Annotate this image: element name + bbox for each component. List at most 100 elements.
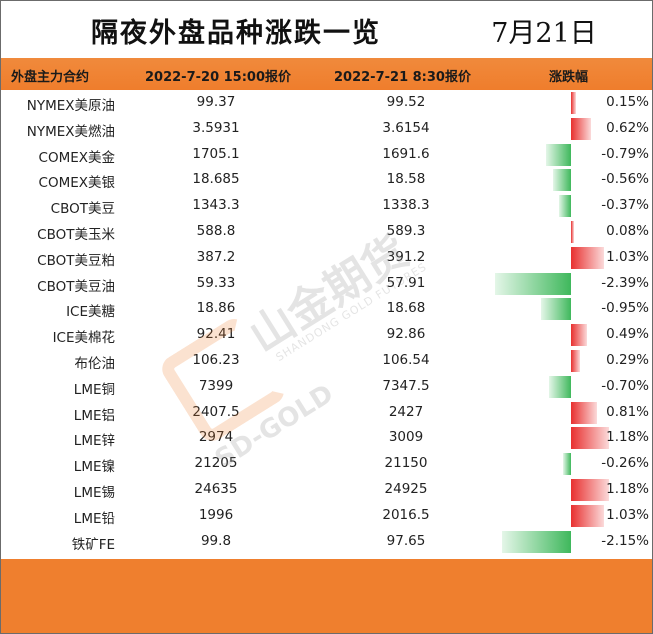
- contract-name: LME镍: [73, 459, 115, 476]
- current-price: 3.6154: [382, 119, 430, 136]
- change-bar-up: [571, 220, 574, 243]
- table-row: 铁矿FE 99.8 97.65 -2.15%: [1, 529, 652, 555]
- prev-price: 2974: [198, 429, 234, 446]
- table-row: LME铝 2407.5 2427 0.81%: [1, 400, 652, 426]
- change-bar-up: [571, 427, 609, 450]
- change-bar-down: [502, 530, 571, 553]
- table-row: NYMEX美燃油 3.5931 3.6154 0.62%: [1, 116, 652, 142]
- change-bar-down: [553, 169, 571, 192]
- table-row: NYMEX美原油 99.37 99.52 0.15%: [1, 90, 652, 116]
- change-bar-down: [494, 272, 571, 295]
- table-row: 布伦油 106.23 106.54 0.29%: [1, 348, 652, 374]
- contract-name: LME铜: [73, 381, 115, 398]
- table-row: ICE美棉花 92.41 92.86 0.49%: [1, 322, 652, 348]
- contract-name: LME铝: [73, 407, 115, 424]
- table-row: LME锌 2974 3009 1.18%: [1, 425, 652, 451]
- change-percent: 0.81%: [606, 403, 649, 420]
- current-price: 3009: [388, 429, 424, 446]
- current-price: 92.86: [386, 326, 426, 343]
- table-row: COMEX美银 18.685 18.58 -0.56%: [1, 167, 652, 193]
- header-change: 涨跌幅: [549, 70, 589, 85]
- header-prev-price: 2022-7-20 15:00报价: [145, 70, 292, 85]
- contract-name: NYMEX美原油: [26, 98, 115, 114]
- contract-name: COMEX美银: [38, 175, 115, 192]
- table-row: CBOT美玉米 588.8 589.3 0.08%: [1, 219, 652, 245]
- current-price: 1338.3: [382, 197, 430, 214]
- contract-name: ICE美棉花: [52, 330, 115, 347]
- change-bar-up: [571, 117, 591, 140]
- table-row: ICE美糖 18.86 18.68 -0.95%: [1, 296, 652, 322]
- contract-name: 布伦油: [74, 355, 116, 372]
- current-price: 7347.5: [382, 377, 430, 394]
- contract-name: CBOT美豆: [50, 201, 115, 218]
- header-contract: 外盘主力合约: [11, 70, 90, 85]
- change-bar-up: [571, 246, 604, 269]
- prev-price: 1996: [198, 506, 234, 523]
- change-bar-up: [571, 504, 604, 527]
- change-bar-down: [559, 195, 571, 218]
- change-bar-up: [571, 92, 576, 114]
- prev-price: 1343.3: [192, 197, 240, 214]
- change-percent: 1.18%: [606, 429, 649, 446]
- contract-name: LME锌: [73, 433, 115, 450]
- current-price: 391.2: [386, 248, 426, 265]
- change-percent: -0.37%: [601, 197, 649, 214]
- contract-name: LME锡: [73, 484, 115, 501]
- contract-name: 铁矿FE: [71, 536, 115, 553]
- change-percent: 0.15%: [606, 94, 649, 110]
- contract-name: COMEX美金: [38, 149, 115, 166]
- page-title: 隔夜外盘品种涨跌一览: [91, 18, 381, 49]
- contract-name: NYMEX美燃油: [26, 123, 115, 140]
- table-header: 外盘主力合约 2022-7-20 15:00报价 2022-7-21 8:30报…: [1, 58, 652, 90]
- change-bar-down: [562, 453, 571, 476]
- table-row: LME镍 21205 21150 -0.26%: [1, 451, 652, 477]
- report-date: 7月21日: [491, 18, 597, 49]
- change-percent: 0.08%: [606, 222, 649, 239]
- title-row: 隔夜外盘品种涨跌一览 7月21日: [1, 1, 652, 58]
- change-bar-up: [571, 349, 581, 372]
- current-price: 2427: [388, 403, 424, 420]
- change-percent: 0.29%: [606, 351, 649, 368]
- change-percent: 1.18%: [606, 480, 649, 497]
- contract-name: ICE美糖: [66, 304, 115, 321]
- prev-price: 99.8: [200, 532, 232, 549]
- current-price: 97.65: [386, 532, 426, 549]
- change-bar-up: [571, 324, 587, 347]
- current-price: 106.54: [382, 351, 430, 368]
- contract-name: CBOT美玉米: [37, 226, 115, 243]
- contract-name: CBOT美豆油: [37, 278, 115, 295]
- change-percent: 0.49%: [606, 326, 649, 343]
- table-row: LME锡 24635 24925 1.18%: [1, 477, 652, 503]
- prev-price: 24635: [194, 480, 238, 497]
- footer-band: [1, 559, 652, 633]
- change-percent: -0.70%: [601, 377, 649, 394]
- current-price: 57.91: [386, 274, 426, 291]
- prev-price: 3.5931: [192, 119, 240, 136]
- change-percent: -2.39%: [601, 274, 649, 291]
- current-price: 1691.6: [382, 145, 430, 162]
- change-percent: -0.79%: [601, 145, 649, 162]
- prev-price: 99.37: [196, 94, 236, 110]
- current-price: 18.58: [386, 171, 426, 188]
- change-percent: 0.62%: [606, 119, 649, 136]
- current-price: 21150: [384, 455, 428, 472]
- table-row: CBOT美豆 1343.3 1338.3 -0.37%: [1, 193, 652, 219]
- contract-name: LME铅: [73, 510, 115, 527]
- change-bar-down: [545, 143, 571, 166]
- change-bar-up: [571, 478, 609, 501]
- header-current-price: 2022-7-21 8:30报价: [334, 70, 471, 85]
- table-row: CBOT美豆油 59.33 57.91 -2.39%: [1, 271, 652, 297]
- table-row: CBOT美豆粕 387.2 391.2 1.03%: [1, 245, 652, 271]
- change-percent: -0.26%: [601, 455, 649, 472]
- change-percent: 1.03%: [606, 506, 649, 523]
- prev-price: 92.41: [196, 326, 236, 343]
- prev-price: 588.8: [196, 222, 236, 239]
- table-row: LME铅 1996 2016.5 1.03%: [1, 503, 652, 529]
- current-price: 24925: [384, 480, 428, 497]
- table-body: NYMEX美原油 99.37 99.52 0.15% NYMEX美燃油 3.5931 3.6…: [1, 90, 652, 554]
- prev-price: 106.23: [192, 351, 240, 368]
- prev-price: 387.2: [196, 248, 236, 265]
- change-bar-down: [548, 375, 571, 398]
- prev-price: 18.685: [192, 171, 240, 188]
